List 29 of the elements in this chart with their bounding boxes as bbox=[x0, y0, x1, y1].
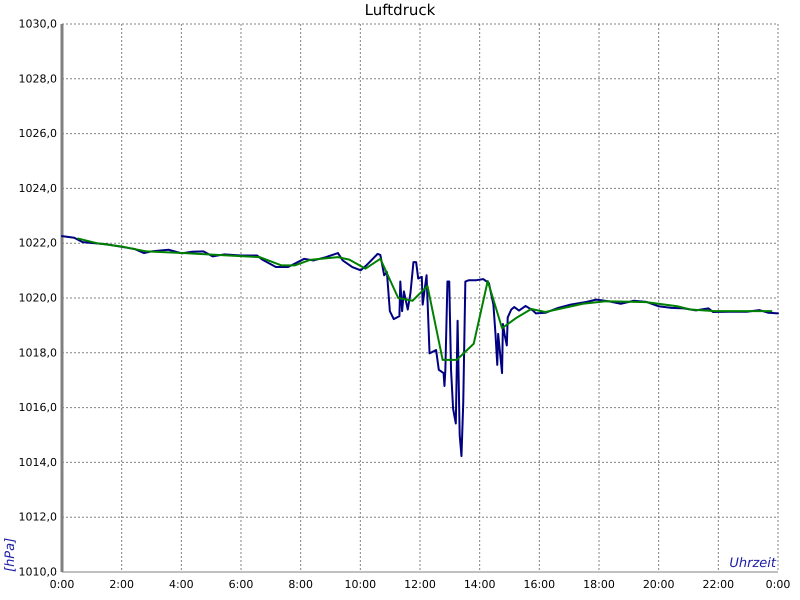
y-tick-label: 1022,0 bbox=[18, 236, 57, 250]
x-tick-label: 20:00 bbox=[642, 578, 675, 591]
y-tick-label: 1026,0 bbox=[18, 127, 57, 140]
y-tick-label: 1018,0 bbox=[18, 346, 57, 360]
y-axis-title: [hPa] bbox=[3, 538, 18, 572]
y-tick-label: 1014,0 bbox=[18, 456, 57, 469]
x-tick-label: 16:00 bbox=[523, 578, 556, 591]
line-series bbox=[61, 235, 779, 458]
y-tick-label: 1030,0 bbox=[18, 18, 57, 30]
x-axis-title: Uhrzeit bbox=[729, 556, 777, 571]
x-tick-label: 22:00 bbox=[702, 578, 734, 591]
x-tick-label: 12:00 bbox=[404, 578, 436, 591]
x-tick-label: 2:00 bbox=[109, 578, 134, 591]
y-tick-label: 1028,0 bbox=[18, 72, 57, 86]
x-tick-label: 14:00 bbox=[464, 578, 496, 591]
y-tick-label: 1016,0 bbox=[18, 401, 57, 414]
x-tick-label: 18:00 bbox=[583, 578, 615, 591]
y-tick-label: 1020,0 bbox=[18, 292, 57, 304]
x-tick-label: 0:00 bbox=[50, 578, 74, 591]
y-tick-label: 1012,0 bbox=[18, 510, 57, 524]
x-tick-label: 0:00 bbox=[766, 578, 790, 591]
x-tick-label: 10:00 bbox=[344, 578, 376, 591]
x-tick-label: 4:00 bbox=[168, 578, 194, 591]
x-tick-label: 6:00 bbox=[228, 578, 254, 591]
x-tick-label: 8:00 bbox=[288, 578, 314, 591]
y-tick-label: 1010,0 bbox=[18, 566, 57, 578]
y-tick-label: 1024,0 bbox=[18, 182, 57, 195]
chart-title: Luftdruck bbox=[364, 1, 436, 19]
line-series bbox=[77, 238, 772, 361]
